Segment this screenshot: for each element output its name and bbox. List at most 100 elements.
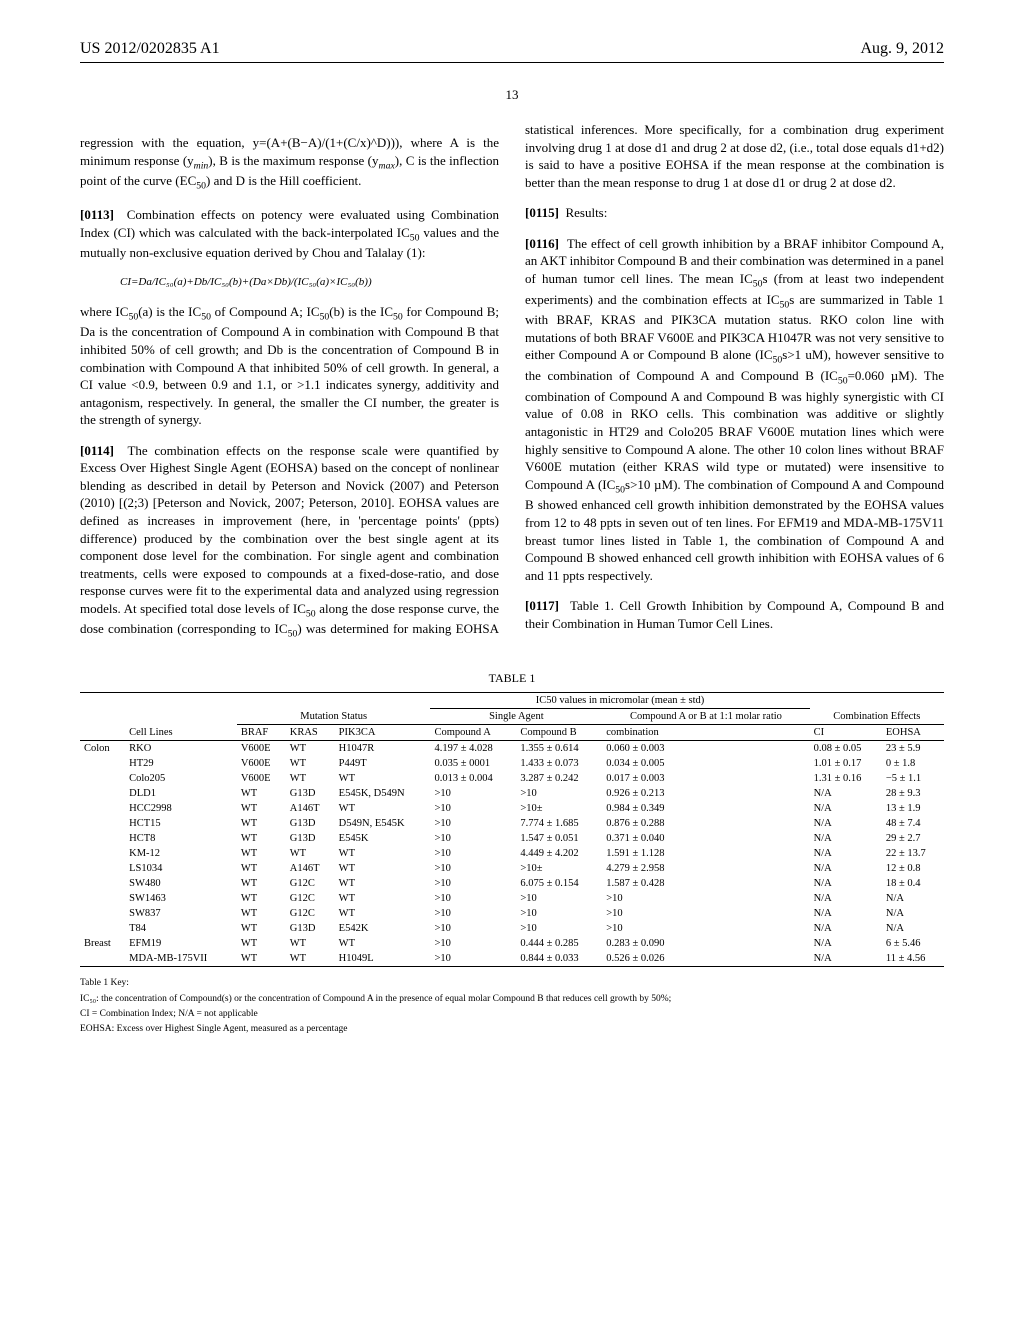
table-row: Colo205V600EWTWT0.013 ± 0.0043.287 ± 0.2… [80,771,944,786]
table-cell [80,921,125,936]
table-cell: SW837 [125,906,237,921]
table-cell: G12C [286,891,335,906]
table-cell: >10 [430,951,516,967]
footnote-eohsa: EOHSA: Excess over Highest Single Agent,… [80,1023,944,1036]
footnote-ci: CI = Combination Index; N/A = not applic… [80,1008,944,1021]
col-cell-lines: Cell Lines [125,725,237,741]
table-cell: WT [237,906,286,921]
table-cell: 18 ± 0.4 [882,876,944,891]
page-number: 13 [80,87,944,103]
table-cell: 7.774 ± 1.685 [516,816,602,831]
table-cell: G13D [286,816,335,831]
table-row: HCT15WTG13DD549N, E545K>107.774 ± 1.6850… [80,816,944,831]
table-cell: >10 [430,936,516,951]
publication-date: Aug. 9, 2012 [860,40,944,58]
table-body: ColonRKOV600EWTH1047R4.197 ± 4.0281.355 … [80,741,944,967]
table-cell: 11 ± 4.56 [882,951,944,967]
table-cell: 0.035 ± 0001 [430,756,516,771]
group-head-combo: Compound A or B at 1:1 molar ratio [602,709,809,725]
table-cell: N/A [810,936,882,951]
table-cell: >10 [430,801,516,816]
table-cell: G13D [286,831,335,846]
table-cell: −5 ± 1.1 [882,771,944,786]
col-compound-a: Compound A [430,725,516,741]
table-cell [80,861,125,876]
col-kras: KRAS [286,725,335,741]
table-cell: HCC2998 [125,801,237,816]
table-cell: >10 [602,906,809,921]
table-row: SW480WTG12CWT>106.075 ± 0.1541.587 ± 0.4… [80,876,944,891]
table-cell: >10 [430,831,516,846]
table-row: HT29V600EWTP449T0.035 ± 00011.433 ± 0.07… [80,756,944,771]
table-cell: P449T [335,756,431,771]
table-cell: WT [237,936,286,951]
table-cell: RKO [125,741,237,757]
table-cell: WT [335,876,431,891]
body-columns: regression with the equation, y=(A+(B−A)… [80,121,944,643]
table-cell: WT [237,861,286,876]
table-cell: N/A [810,861,882,876]
table-cell: 6.075 ± 0.154 [516,876,602,891]
table-row: ColonRKOV600EWTH1047R4.197 ± 4.0281.355 … [80,741,944,757]
table-cell: 12 ± 0.8 [882,861,944,876]
table-cell: HCT15 [125,816,237,831]
table-cell: 0.08 ± 0.05 [810,741,882,757]
table-cell: KM-12 [125,846,237,861]
table-cell [80,801,125,816]
table-cell [80,816,125,831]
table-cell: 0.371 ± 0.040 [602,831,809,846]
table-cell: WT [335,906,431,921]
footnote-key: Table 1 Key: [80,977,944,990]
table-cell: N/A [810,921,882,936]
table-cell: 1.01 ± 0.17 [810,756,882,771]
table-cell [80,951,125,967]
table-cell: WT [237,816,286,831]
para-0117: [0117] Table 1. Cell Growth Inhibition b… [525,597,944,632]
table-cell: EFM19 [125,936,237,951]
table-cell: N/A [882,906,944,921]
table-cell: >10 [516,906,602,921]
table-cell: 0.844 ± 0.033 [516,951,602,967]
table-cell: 0.526 ± 0.026 [602,951,809,967]
group-head-mutation: Mutation Status [237,709,431,725]
table-cell: WT [237,801,286,816]
equation-ci: CI=Da/IC₅₀(a)+Db/IC₅₀(b)+(Da×Db)/(IC₅₀(a… [120,275,499,290]
table-cell: SW1463 [125,891,237,906]
table-cell: G13D [286,786,335,801]
table-cell: HT29 [125,756,237,771]
table-cell: WT [335,891,431,906]
table-cell: WT [237,921,286,936]
table-cell: N/A [882,891,944,906]
table-cell: H1049L [335,951,431,967]
col-combination: combination [602,725,809,741]
para-lead-in: regression with the equation, y=(A+(B−A)… [80,134,499,193]
table-cell: WT [335,861,431,876]
publication-number: US 2012/0202835 A1 [80,40,220,58]
table-row: LS1034WTA146TWT>10>10±4.279 ± 2.958N/A12… [80,861,944,876]
table-cell: G13D [286,921,335,936]
table-cell: >10 [516,891,602,906]
table-row: SW1463WTG12CWT>10>10>10N/AN/A [80,891,944,906]
table-cell: WT [237,846,286,861]
table-cell: N/A [810,816,882,831]
table-cell: >10 [602,921,809,936]
super-head-ic50: IC50 values in micromolar (mean ± std) [430,693,809,709]
table-cell: WT [286,846,335,861]
group-head-single: Single Agent [430,709,602,725]
para-0116: [0116] The effect of cell growth inhibit… [525,235,944,584]
table-cell: G12C [286,876,335,891]
table-cell: 23 ± 5.9 [882,741,944,757]
table-row: BreastEFM19WTWTWT>100.444 ± 0.2850.283 ±… [80,936,944,951]
table-cell: HCT8 [125,831,237,846]
table-row: HCT8WTG13DE545K>101.547 ± 0.0510.371 ± 0… [80,831,944,846]
table-cell: 4.197 ± 4.028 [430,741,516,757]
para-0115: [0115] Results: [525,204,944,222]
table-cell: >10 [602,891,809,906]
col-braf: BRAF [237,725,286,741]
table-cell: 1.355 ± 0.614 [516,741,602,757]
table-cell [80,771,125,786]
table-row: MDA-MB-175VIIWTWTH1049L>100.844 ± 0.0330… [80,951,944,967]
table-cell: >10± [516,861,602,876]
col-ci: CI [810,725,882,741]
table-cell: WT [237,831,286,846]
